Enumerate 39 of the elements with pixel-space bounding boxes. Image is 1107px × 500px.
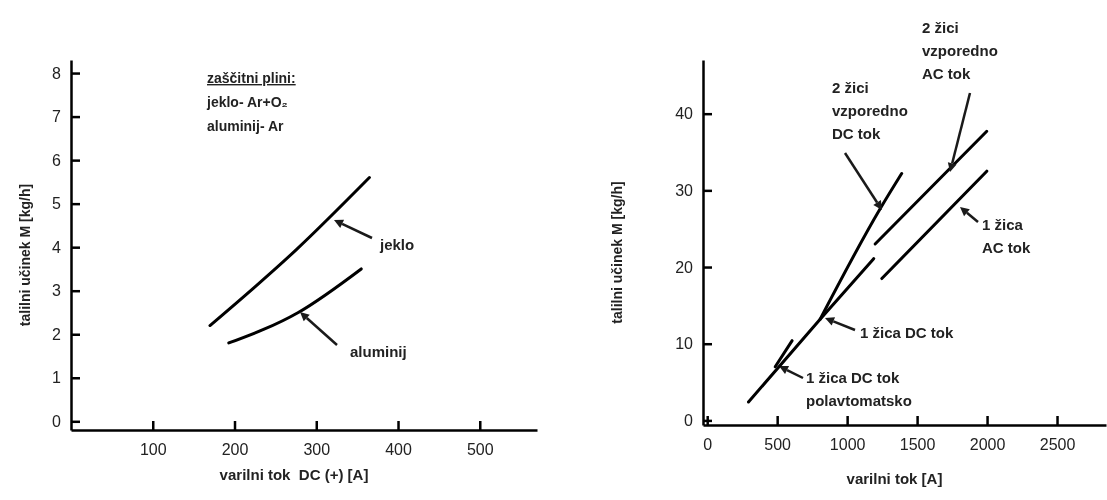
annotation: jeklo- Ar+O₂ <box>206 94 288 110</box>
y-tick-label: 7 <box>52 108 62 126</box>
y-tick-label: 2 <box>52 325 62 343</box>
y-tick-label: 20 <box>675 258 694 276</box>
text: aluminij <box>350 343 407 360</box>
annotation: zaščitni plini: <box>207 70 296 86</box>
text: 2 žici vzporedno AC tok <box>922 19 998 82</box>
y-tick-label: 10 <box>675 335 694 353</box>
y-tick-label: 0 <box>52 412 62 430</box>
series-label: 1 žica DC tok polavtomatsko <box>806 369 912 409</box>
y-tick-label: 40 <box>675 105 694 123</box>
y-tick-label: 4 <box>52 238 62 256</box>
text: jeklo <box>379 236 415 253</box>
x-tick-label: 500 <box>466 441 494 459</box>
x-tick-label: 1000 <box>829 436 866 454</box>
y-tick-label: 5 <box>52 195 62 213</box>
y-tick-label: 0 <box>684 412 694 430</box>
x-tick-label: 500 <box>764 436 792 454</box>
x-tick-label: 200 <box>221 441 249 459</box>
y-axis-title: talilni učinek M [kg/h] <box>17 183 33 327</box>
series-label: 1 žica AC tok <box>982 216 1031 256</box>
y-tick-label: 8 <box>52 64 62 82</box>
y-tick-label: 30 <box>675 181 694 199</box>
text: 2 žici vzporedno DC tok <box>832 79 908 142</box>
x-tick-label: 2000 <box>969 436 1006 454</box>
y-tick-label: 3 <box>52 282 62 300</box>
x-tick-label: 300 <box>303 441 331 459</box>
annotation: aluminij- Ar <box>207 118 285 134</box>
x-tick-label: 400 <box>385 441 412 459</box>
y-tick-label: 6 <box>52 151 62 169</box>
y-axis-title: talilni učinek M [kg/h] <box>609 181 625 324</box>
text: 1 žica DC tok <box>860 324 955 341</box>
x-axis-title: varilni tok [A] <box>846 470 943 487</box>
x-tick-label: 2500 <box>1039 436 1076 454</box>
x-tick-label: 100 <box>139 441 167 459</box>
x-axis-title: varilni tok DC (+) [A] <box>219 466 369 483</box>
y-tick-label: 1 <box>52 369 62 387</box>
x-tick-label: 0 <box>703 436 713 454</box>
x-tick-label: 1500 <box>899 436 936 454</box>
